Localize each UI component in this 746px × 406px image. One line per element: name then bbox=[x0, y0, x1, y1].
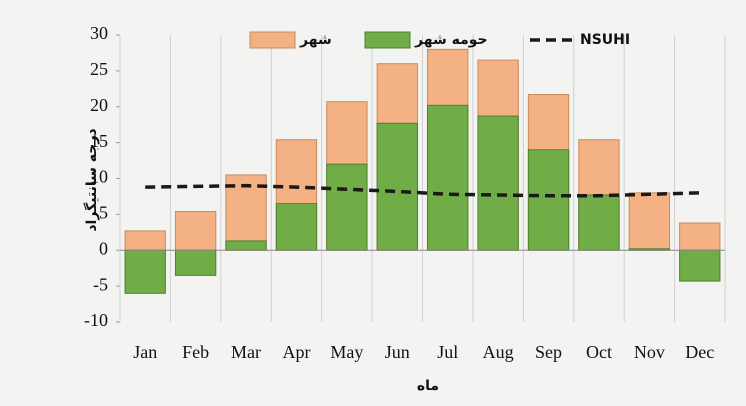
bar bbox=[578, 194, 620, 251]
y-tick-label: 30 bbox=[90, 23, 108, 43]
bar bbox=[679, 222, 721, 251]
bar bbox=[427, 104, 469, 251]
y-tick-label: 0 bbox=[99, 238, 108, 258]
x-tick-label: Jan bbox=[133, 342, 157, 362]
bar bbox=[326, 163, 368, 251]
legend-label: حومه شهر bbox=[414, 32, 488, 48]
bar bbox=[376, 122, 418, 251]
bar bbox=[477, 115, 519, 251]
legend-swatch bbox=[364, 31, 411, 49]
x-tick-label: Aug bbox=[483, 342, 514, 362]
y-tick-label: 5 bbox=[99, 203, 108, 223]
x-tick-label: Nov bbox=[634, 342, 665, 362]
y-axis-label: درجه سانتیگراد bbox=[83, 128, 100, 231]
y-tick-label: -5 bbox=[93, 274, 108, 294]
y-tick-label: 20 bbox=[90, 95, 108, 115]
y-tick-label: -10 bbox=[84, 310, 108, 330]
y-tick-label: 10 bbox=[90, 167, 108, 187]
x-tick-label: Apr bbox=[282, 342, 310, 362]
bar bbox=[527, 149, 570, 251]
y-tick-label: 15 bbox=[90, 131, 108, 151]
line-series bbox=[145, 183, 700, 198]
bar bbox=[628, 192, 671, 251]
x-tick-label: Dec bbox=[685, 342, 714, 362]
x-tick-label: Sep bbox=[535, 342, 562, 362]
bar bbox=[124, 249, 166, 294]
y-tick-label: 25 bbox=[90, 59, 108, 79]
x-tick-label: Mar bbox=[231, 342, 261, 362]
x-tick-label: Oct bbox=[586, 342, 612, 362]
x-tick-label: Jul bbox=[437, 342, 458, 362]
bar bbox=[679, 249, 721, 282]
legend-label: شهر bbox=[299, 32, 332, 48]
x-tick-label: Feb bbox=[182, 342, 209, 362]
bar bbox=[275, 203, 318, 251]
legend-label: NSUHI bbox=[580, 32, 630, 48]
bar bbox=[174, 211, 217, 251]
bar bbox=[124, 230, 166, 251]
bar bbox=[225, 240, 267, 251]
bar bbox=[174, 249, 217, 276]
legend-swatch bbox=[249, 31, 296, 49]
x-axis-label: ماه bbox=[417, 378, 439, 394]
x-tick-label: May bbox=[330, 342, 363, 362]
x-tick-label: Jun bbox=[385, 342, 410, 362]
